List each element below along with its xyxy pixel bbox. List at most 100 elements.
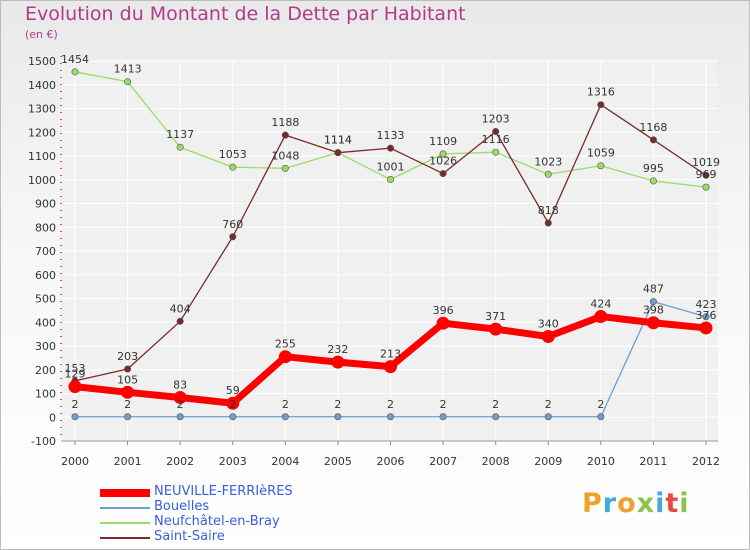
x-tick-label: 2012 <box>692 455 720 468</box>
data-point <box>439 150 447 158</box>
data-label: 1203 <box>482 113 510 126</box>
data-point <box>386 144 394 152</box>
x-tick-label: 2010 <box>587 455 615 468</box>
data-point <box>594 310 608 324</box>
y-tick-label: 200 <box>35 364 56 377</box>
logo-letter: i <box>655 488 666 519</box>
data-point <box>436 316 450 330</box>
data-label: 213 <box>380 348 401 361</box>
logo-letter: i <box>679 488 690 519</box>
data-point <box>226 396 240 410</box>
x-tick-label: 2008 <box>482 455 510 468</box>
data-point <box>281 164 289 172</box>
data-label: 1053 <box>219 148 247 161</box>
data-label: 1059 <box>587 147 615 160</box>
data-label: 340 <box>538 318 559 331</box>
data-point <box>646 316 660 330</box>
data-point <box>702 171 710 179</box>
logo-letter: P <box>582 488 603 519</box>
data-point <box>649 298 657 306</box>
data-label: 105 <box>117 373 138 386</box>
data-point <box>386 176 394 184</box>
data-label: 1114 <box>324 134 352 147</box>
data-label: 1109 <box>429 135 457 148</box>
data-point <box>71 413 79 421</box>
logo-letter: t <box>665 488 680 519</box>
data-label: 1454 <box>61 53 89 66</box>
logo-letter: r <box>602 488 618 519</box>
data-label: 2 <box>545 398 552 411</box>
data-label: 2 <box>72 398 79 411</box>
y-tick-label: 1000 <box>28 174 56 187</box>
data-point <box>384 360 397 374</box>
data-point <box>489 322 503 336</box>
data-label: 2 <box>597 398 604 411</box>
data-point <box>173 391 187 405</box>
data-label: 2 <box>334 398 341 411</box>
data-point <box>386 413 394 421</box>
y-tick-label: -100 <box>31 435 56 448</box>
data-point <box>492 148 500 156</box>
logo-letter: x <box>636 488 656 519</box>
legend-label: Bouelles <box>154 499 210 514</box>
data-label: 2 <box>229 398 236 411</box>
data-point <box>124 78 132 86</box>
legend-swatch <box>100 522 150 524</box>
data-point <box>176 317 184 325</box>
y-tick-label: 400 <box>35 316 56 329</box>
legend-swatch <box>100 507 150 509</box>
y-tick-label: 300 <box>35 340 56 353</box>
data-point <box>124 365 132 373</box>
y-tick-label: 1100 <box>28 150 56 163</box>
data-label: 203 <box>117 350 138 363</box>
data-label: 232 <box>327 343 348 356</box>
legend-swatch <box>100 489 150 497</box>
data-point <box>124 413 132 421</box>
data-point <box>597 413 605 421</box>
data-point <box>541 330 555 343</box>
data-point <box>699 321 713 335</box>
data-label: 487 <box>643 283 664 296</box>
x-tick-label: 2011 <box>639 455 667 468</box>
data-label: 59 <box>226 384 240 397</box>
data-label: 1133 <box>377 129 405 142</box>
y-tick-label: 700 <box>35 245 56 258</box>
x-tick-label: 2009 <box>534 455 562 468</box>
legend-label: Neufchâtel-en-Bray <box>154 514 280 529</box>
data-point <box>229 413 237 421</box>
data-point <box>334 149 342 157</box>
data-label: 1188 <box>271 116 299 129</box>
x-tick-label: 2003 <box>219 455 247 468</box>
data-point <box>649 177 657 185</box>
data-point <box>281 413 289 421</box>
data-label: 376 <box>696 309 717 322</box>
y-tick-label: 600 <box>35 269 56 282</box>
data-label: 2 <box>492 398 499 411</box>
x-tick-label: 2004 <box>271 455 299 468</box>
data-point <box>229 163 237 171</box>
data-label: 423 <box>696 298 717 311</box>
data-label: 1116 <box>482 133 510 146</box>
y-tick-label: 1300 <box>28 103 56 116</box>
logo-letter: o <box>617 488 637 519</box>
data-label: 818 <box>538 204 559 217</box>
proxiti-logo: Proxiti <box>582 488 690 519</box>
data-point <box>597 101 605 109</box>
data-label: 1316 <box>587 86 615 99</box>
data-point <box>492 413 500 421</box>
data-label: 398 <box>643 304 664 317</box>
data-point <box>439 413 447 421</box>
legend-label: NEUVILLE-FERRIèRES <box>154 484 293 499</box>
chart-title: Evolution du Montant de la Dette par Hab… <box>25 3 466 25</box>
data-label: 1137 <box>166 128 194 141</box>
y-tick-label: 800 <box>35 221 56 234</box>
y-tick-label: 1200 <box>28 126 56 139</box>
data-point <box>439 170 447 178</box>
legend-label: Saint-Saire <box>154 529 225 544</box>
data-label: 371 <box>485 310 506 323</box>
y-tick-label: 1500 <box>28 55 56 68</box>
data-label: 2 <box>177 398 184 411</box>
data-point <box>492 128 500 136</box>
data-point <box>544 413 552 421</box>
